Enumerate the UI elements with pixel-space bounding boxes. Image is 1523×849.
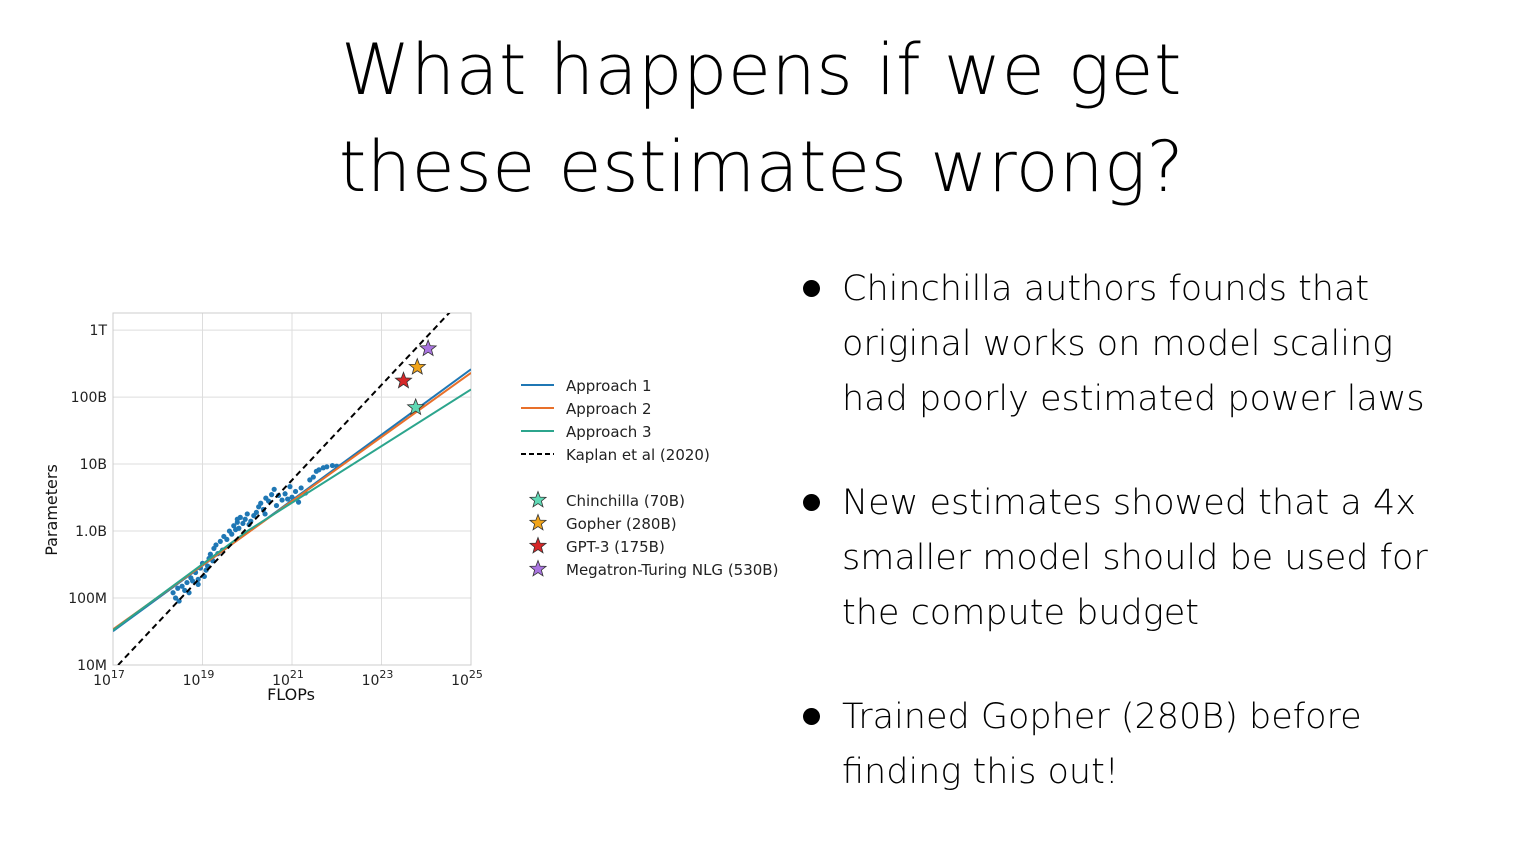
y-tick-label: 100B	[71, 390, 107, 406]
x-tick-label: 1023	[362, 668, 394, 689]
scatter-point	[310, 474, 316, 480]
legend-label: Approach 3	[566, 423, 652, 441]
scatter-point	[182, 587, 188, 593]
legend-star-swatch	[528, 536, 548, 554]
y-tick-label: 100M	[68, 591, 107, 607]
plot-area	[113, 313, 471, 665]
scatter-point	[175, 585, 181, 591]
bullet-list: Chinchilla authors founds that original …	[800, 262, 1500, 849]
scatter-point	[262, 511, 268, 517]
x-tick-base: 10	[93, 673, 111, 689]
model-star-marker	[406, 397, 425, 416]
scaling-chart: 1017 1019 1021 1023 1025 10M 100M 1.0B 10B 100B 1T…	[0, 290, 800, 720]
scatter-point	[195, 581, 201, 587]
bullet-line: the compute budget	[842, 593, 1199, 633]
slide-title-line-1: What happens if we get	[341, 29, 1182, 111]
scatter-point	[207, 551, 213, 557]
legend-label: Megatron-Turing NLG (530B)	[566, 561, 778, 579]
y-tick-label: 1T	[90, 323, 108, 339]
y-tick-label: 1.0B	[75, 524, 107, 540]
scatter-point	[258, 500, 264, 506]
legend-label: Approach 1	[566, 377, 652, 395]
legend-label: Kaplan et al (2020)	[566, 446, 710, 464]
x-tick-exponent: 23	[379, 668, 393, 681]
model-star-marker	[408, 357, 427, 375]
bullet-item: Trained Gopher (280B) before finding thi…	[800, 690, 1500, 800]
scatter-point	[316, 467, 322, 473]
model-star-marker	[418, 338, 438, 357]
legend-star-swatch	[528, 490, 548, 508]
scatter-point	[307, 477, 313, 483]
x-tick-base: 10	[183, 673, 201, 689]
legend-star-swatch	[528, 559, 548, 577]
x-tick-base: 10	[451, 673, 469, 689]
legend-label: Chinchilla (70B)	[566, 492, 685, 510]
x-tick-label: 1025	[451, 668, 483, 689]
scatter-point	[236, 525, 242, 531]
slide-title-line-2: these estimates wrong?	[338, 126, 1185, 208]
bullet-item: New estimates showed that a 4x smaller m…	[800, 476, 1500, 641]
bullet-line: Trained Gopher (280B) before	[842, 697, 1362, 737]
scatter-point	[234, 516, 240, 522]
scatter-point	[179, 583, 185, 589]
bullet-line: original works on model scaling	[842, 324, 1394, 364]
plot-frame	[112, 312, 472, 666]
x-tick-label: 1021	[272, 668, 304, 689]
x-tick-label: 1019	[183, 668, 215, 689]
scatter-point	[172, 595, 179, 601]
bullet-item: Chinchilla authors founds that original …	[800, 262, 1500, 427]
bullet-line: had poorly estimated power laws	[842, 379, 1425, 419]
scatter-point	[242, 516, 248, 522]
x-tick-exponent: 25	[469, 668, 483, 681]
scatter-point	[273, 502, 280, 509]
legend-label: Gopher (280B)	[566, 515, 677, 533]
x-tick-base: 10	[362, 673, 380, 689]
scatter-point	[244, 511, 250, 517]
scatter-point	[269, 492, 275, 498]
y-axis-label: Parameters	[42, 464, 61, 556]
bullet-line: New estimates showed that a 4x	[842, 483, 1416, 523]
scatter-point	[229, 531, 235, 537]
x-tick-base: 10	[272, 673, 290, 689]
scatter-point	[298, 485, 304, 491]
scatter-point	[287, 484, 293, 490]
scatter-point	[329, 462, 336, 469]
x-tick-exponent: 17	[111, 668, 125, 681]
x-tick-label: 1017	[93, 668, 125, 689]
scatter-point	[324, 464, 330, 470]
scatter-point	[224, 536, 230, 543]
scatter-point	[279, 497, 285, 503]
scatter-point	[282, 491, 288, 497]
series-line	[117, 313, 451, 665]
scatter-point	[217, 538, 223, 545]
y-tick-label: 10M	[77, 658, 107, 674]
scatter-point	[170, 590, 176, 596]
bullet-line: Chinchilla authors founds that	[842, 269, 1370, 309]
scatter-point	[253, 509, 259, 515]
scatter-point	[271, 486, 277, 492]
series-line	[113, 388, 471, 632]
scatter-point	[240, 520, 246, 527]
model-star-marker	[394, 371, 413, 389]
scatter-point	[184, 579, 190, 586]
legend-star-swatch	[528, 513, 548, 531]
chart-svg: 1017 1019 1021 1023 102510M100M1.0B10B100B1T…	[42, 312, 778, 704]
bullet-line: finding this out!	[842, 752, 1119, 792]
x-axis-label: FLOPs	[267, 685, 315, 704]
scatter-point	[231, 523, 237, 529]
y-tick-label: 10B	[80, 457, 107, 473]
legend-label: GPT-3 (175B)	[566, 538, 665, 556]
scatter-point	[213, 542, 219, 548]
bullet-line: smaller model should be used for	[842, 538, 1428, 578]
legend-label: Approach 2	[566, 400, 652, 418]
x-tick-exponent: 21	[290, 668, 304, 681]
scatter-point	[295, 499, 302, 505]
slide-title: What happens if we get these estimates w…	[0, 22, 1523, 216]
scatter-point	[292, 488, 299, 495]
x-tick-exponent: 19	[200, 668, 214, 681]
scatter-point	[189, 578, 196, 584]
scatter-point	[285, 496, 291, 502]
